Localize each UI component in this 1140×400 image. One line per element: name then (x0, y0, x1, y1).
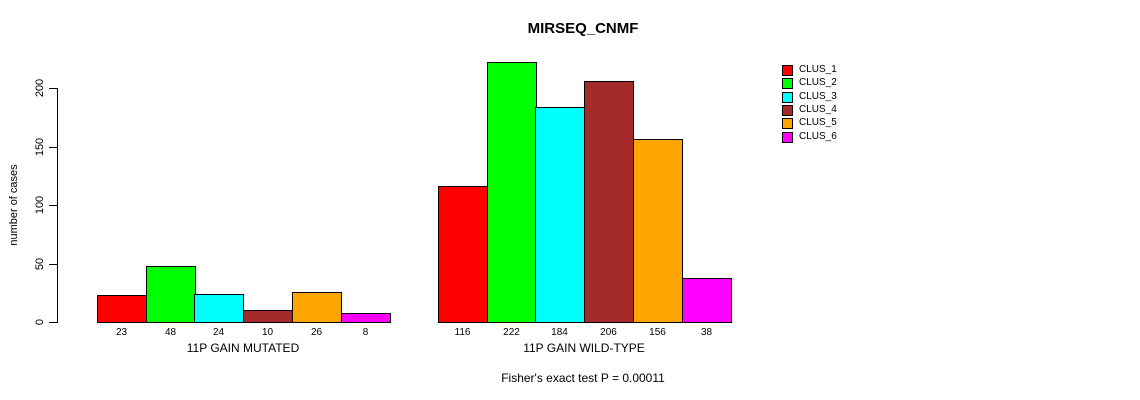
legend-label: CLUS_4 (799, 104, 837, 115)
legend-swatch (782, 65, 793, 76)
legend-swatch (782, 105, 793, 116)
bar (633, 139, 683, 323)
y-tick-label: 0 (34, 318, 46, 326)
y-tick (49, 322, 57, 323)
bar-value-label: 116 (454, 327, 471, 338)
bar (243, 310, 293, 323)
y-tick-label: 100 (34, 195, 46, 215)
bar-value-label: 24 (212, 327, 225, 338)
bar-value-label: 10 (261, 327, 274, 338)
bar (194, 294, 244, 323)
bar-value-label: 48 (164, 327, 177, 338)
chart-title: MIRSEQ_CNMF (527, 20, 639, 37)
y-tick (49, 147, 57, 148)
bar-value-label: 38 (700, 327, 713, 338)
bar-value-label: 23 (115, 327, 128, 338)
bar-value-label: 156 (649, 327, 666, 338)
fisher-test-annotation: Fisher's exact test P = 0.00011 (501, 371, 665, 385)
bar (682, 278, 732, 323)
bar-value-label: 184 (551, 327, 568, 338)
bar (584, 81, 634, 323)
legend-label: CLUS_3 (799, 91, 837, 102)
y-tick (49, 205, 57, 206)
group-label: 11P GAIN WILD-TYPE (523, 341, 645, 355)
legend-label: CLUS_5 (799, 117, 837, 128)
bar (487, 62, 537, 323)
bar (535, 107, 585, 323)
bar (146, 266, 196, 323)
bar-value-label: 206 (600, 327, 617, 338)
y-axis-title: number of cases (8, 164, 20, 246)
y-tick-label: 50 (34, 257, 46, 271)
y-tick-label: 150 (34, 137, 46, 157)
legend-label: CLUS_1 (799, 64, 837, 75)
legend-label: CLUS_2 (799, 77, 837, 88)
legend-swatch (782, 78, 793, 89)
y-axis-line (57, 88, 58, 323)
group-label: 11P GAIN MUTATED (186, 341, 300, 355)
y-tick (49, 264, 57, 265)
legend-swatch (782, 132, 793, 143)
legend-swatch (782, 92, 793, 103)
bar-value-label: 26 (310, 327, 323, 338)
legend-swatch (782, 118, 793, 129)
bar (341, 313, 391, 323)
legend-label: CLUS_6 (799, 131, 837, 142)
bar (438, 186, 488, 323)
bar (292, 292, 342, 323)
y-tick (49, 88, 57, 89)
bar-value-label: 222 (503, 327, 520, 338)
bar (97, 295, 147, 323)
y-tick-label: 200 (34, 78, 46, 98)
bar-value-label: 8 (362, 327, 369, 338)
